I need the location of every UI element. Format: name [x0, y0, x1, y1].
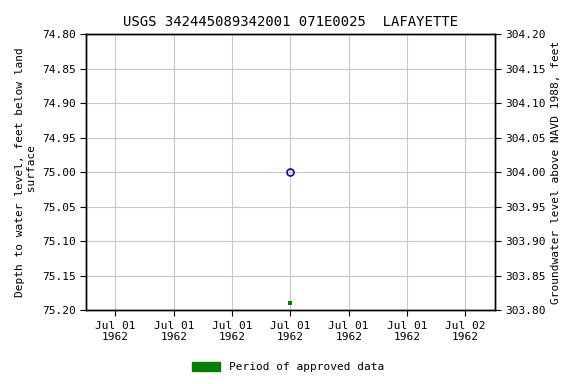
Y-axis label: Groundwater level above NAVD 1988, feet: Groundwater level above NAVD 1988, feet — [551, 41, 561, 304]
Title: USGS 342445089342001 071E0025  LAFAYETTE: USGS 342445089342001 071E0025 LAFAYETTE — [123, 15, 458, 29]
Legend: Period of approved data: Period of approved data — [188, 357, 388, 377]
Y-axis label: Depth to water level, feet below land
 surface: Depth to water level, feet below land su… — [15, 47, 37, 297]
